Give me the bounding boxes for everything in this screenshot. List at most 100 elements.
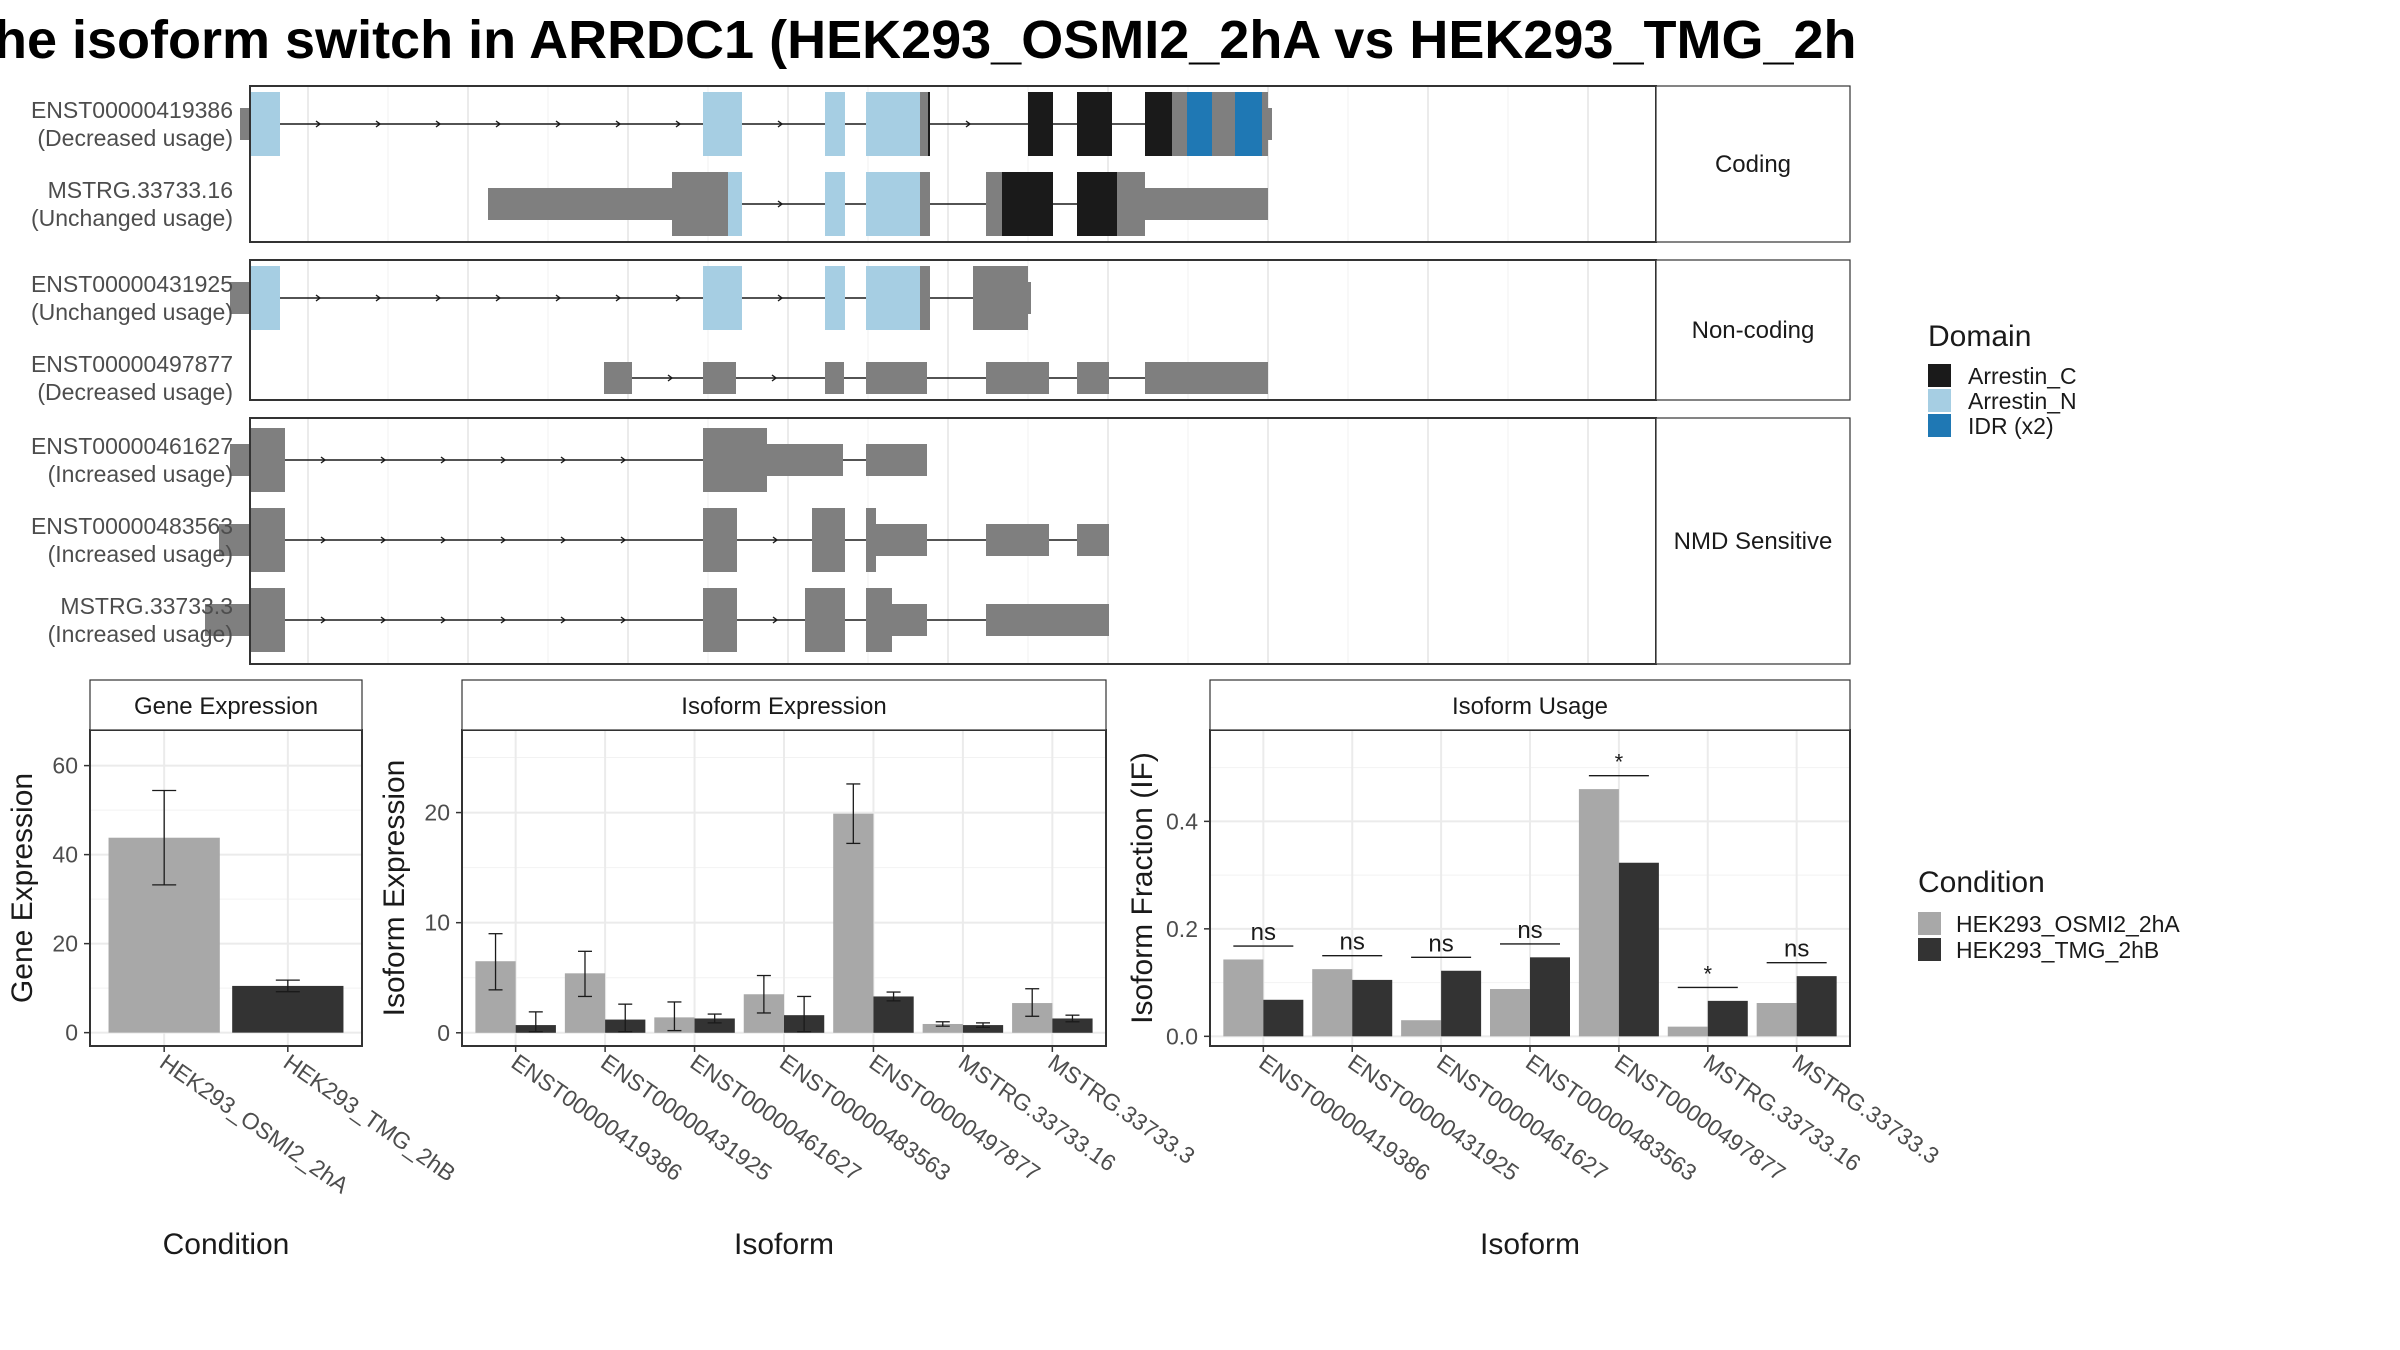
intron-arrow [965,120,972,128]
bar [833,813,874,1033]
transcript-id-label: ENST00000483563 [31,513,233,539]
intron-arrow [375,120,382,128]
x-tick-label: MSTRG.33733.3 [1043,1049,1199,1169]
intron-arrow [315,294,322,302]
exon-block [728,172,742,236]
facet-strip-label: Coding [1715,151,1791,178]
domain-legend-label: Arrestin_C [1968,363,2077,389]
intron-arrow [771,374,778,382]
y-axis-label: Isoform Fraction (IF) [1126,752,1159,1024]
exon-block [1145,188,1268,220]
intron-arrow [555,120,562,128]
facet-strip [1655,85,1851,243]
exon-block [767,444,843,476]
domain-legend-label: IDR (x2) [1968,413,2054,439]
bar [1667,1026,1708,1037]
transcript-usage-label: (Increased usage) [48,621,233,647]
x-axis-label: Isoform [1480,1228,1580,1261]
bar [1312,969,1353,1037]
intron-arrow [772,536,779,544]
exon-block [1212,92,1235,156]
intron-arrow [380,456,387,464]
y-axis-label: Gene Expression [6,773,39,1003]
exon-block [250,428,285,492]
exon-block [703,508,737,572]
intron-arrow [560,616,567,624]
transcript-id-label: ENST00000419386 [31,97,233,123]
bar [873,996,914,1033]
x-tick-label: MSTRG.33733.3 [1788,1049,1944,1169]
figure-title: he isoform switch in ARRDC1 (HEK293_OSMI… [0,10,1857,70]
exon-block [866,92,920,156]
condition-legend-label: HEK293_OSMI2_2hA [1956,911,2180,937]
bar [922,1023,963,1033]
intron-arrow [380,616,387,624]
domain-legend-title: Domain [1928,320,2031,353]
bar [962,1025,1004,1033]
exon-block [1145,362,1268,394]
bar [1530,957,1570,1037]
exon-block [920,266,930,330]
exon-block [205,604,250,636]
intron-arrow [675,120,682,128]
intron-arrow [777,120,784,128]
exon-block [1077,362,1109,394]
x-tick-label: MSTRG.33733.16 [954,1049,1121,1177]
significance-label: * [1703,961,1712,986]
exon-block [1028,92,1053,156]
y-tick-label: 0 [65,1020,78,1046]
intron-arrow [440,456,447,464]
exon-block [892,604,927,636]
structure-panel-bg [250,260,1656,400]
transcript-usage-label: (Decreased usage) [37,125,233,151]
y-tick-label: 20 [424,800,450,826]
intron-arrow [675,294,682,302]
structure-panel-bg [250,86,1656,242]
exon-block [488,188,672,220]
bar [1578,789,1619,1037]
intron-arrow [615,120,622,128]
transcript-id-label: ENST00000497877 [31,351,233,377]
facet-strip-label: Non-coding [1692,317,1815,344]
exon-block [230,282,250,314]
exon-block [1268,108,1272,140]
y-tick-label: 0.4 [1166,808,1198,834]
exon-block [1077,92,1112,156]
intron-arrow [772,616,779,624]
transcript-usage-label: (Decreased usage) [37,379,233,405]
bar [1618,862,1659,1037]
exon-block [250,92,280,156]
y-tick-label: 40 [52,842,78,868]
exon-block [230,444,250,476]
chart-title-strip [89,679,363,731]
chart-title: Isoform Expression [681,693,886,720]
exon-block [250,588,285,652]
intron-arrow [380,536,387,544]
y-axis-label: Isoform Expression [378,760,411,1017]
exon-block [866,444,927,476]
exon-block [825,92,845,156]
exon-block [866,266,920,330]
y-tick-label: 0.0 [1166,1023,1198,1049]
intron-arrow [320,536,327,544]
exon-block [1117,172,1145,236]
facet-strip [1655,417,1851,665]
intron-arrow [435,294,442,302]
significance-label: * [1615,750,1624,775]
exon-block [866,508,876,572]
transcript-usage-label: (Unchanged usage) [31,205,233,231]
exon-block [920,172,930,236]
exon-block [1172,92,1187,156]
domain-legend-swatch [1928,389,1951,412]
chart-title-strip [1209,679,1851,731]
transcript-id-label: ENST00000431925 [31,271,233,297]
intron-arrow [440,536,447,544]
transcript-usage-label: (Unchanged usage) [31,299,233,325]
condition-legend-swatch [1918,938,1941,961]
intron-arrow [560,456,567,464]
bar [1401,1020,1442,1037]
intron-arrow [620,616,627,624]
